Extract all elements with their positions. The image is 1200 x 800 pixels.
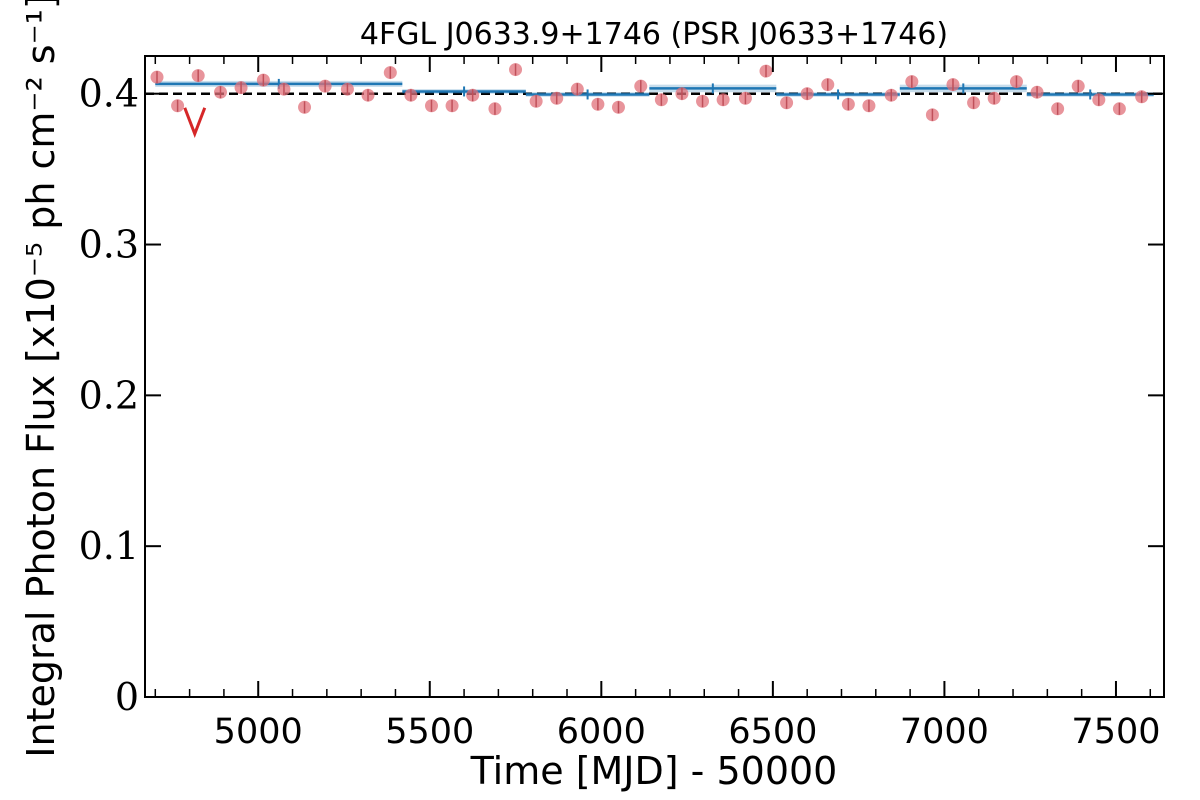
x-tick-label: 6500 — [728, 712, 817, 752]
y-tick-labels: 0 0.1 0.2 0.3 0.4 — [79, 72, 139, 719]
x-tick-label: 6000 — [557, 712, 646, 752]
plot-frame — [144, 55, 1165, 698]
chart-title: 4FGL J0633.9+1746 (PSR J0633+1746) — [360, 17, 948, 52]
y-axis-label: Integral Photon Flux [x10⁻⁵ ph cm⁻² s⁻¹] — [19, 0, 63, 758]
x-tick-label: 5500 — [385, 712, 474, 752]
bayesian-blocks — [155, 78, 1154, 100]
y-tick-label: 0 — [115, 675, 139, 719]
y-tick-label: 0.1 — [79, 524, 139, 568]
plot-area: 5000 5500 6000 6500 7000 7500 0 0.1 0.2 0.3 0.4 — [79, 55, 1165, 752]
axis-ticks — [145, 56, 1164, 698]
flux-points — [150, 63, 1149, 122]
y-tick-label: 0.3 — [79, 223, 139, 267]
y-tick-label: 0.4 — [79, 72, 139, 116]
upper-limits — [183, 107, 207, 138]
x-tick-label: 5000 — [214, 712, 303, 752]
upper-limit-0 — [183, 107, 207, 138]
x-axis-label: Time [MJD] - 50000 — [470, 749, 838, 793]
y-tick-label: 0.2 — [79, 373, 139, 417]
x-tick-label: 7500 — [1071, 712, 1160, 752]
x-tick-labels: 5000 5500 6000 6500 7000 7500 — [214, 712, 1161, 752]
x-tick-label: 7000 — [900, 712, 989, 752]
